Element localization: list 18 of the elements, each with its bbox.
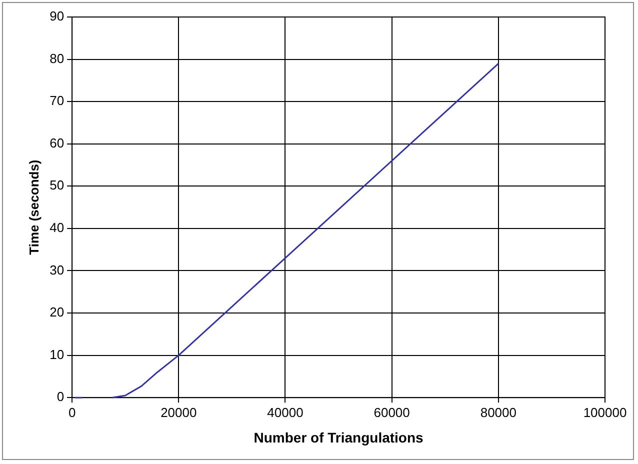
x-tick-label: 60000 bbox=[374, 404, 410, 420]
y-tick-label: 90 bbox=[50, 8, 64, 24]
y-tick-label: 60 bbox=[50, 135, 64, 150]
y-tick-label: 20 bbox=[50, 304, 64, 320]
y-tick-label: 80 bbox=[50, 50, 64, 66]
y-tick-label: 10 bbox=[50, 346, 64, 362]
y-tick-label: 40 bbox=[50, 220, 64, 236]
x-tick-label: 0 bbox=[68, 404, 76, 420]
y-tick-label: 0 bbox=[56, 389, 64, 404]
y-tick-label: 70 bbox=[50, 93, 64, 108]
x-axis-title: Number of Triangulations bbox=[254, 429, 424, 446]
x-tick-label: 40000 bbox=[267, 404, 304, 420]
y-tick-label: 50 bbox=[50, 178, 64, 193]
x-tick-label: 20000 bbox=[160, 404, 197, 420]
y-axis-title: Time (seconds) bbox=[26, 160, 42, 255]
x-tick-label: 100000 bbox=[583, 404, 627, 420]
x-tick-label: 80000 bbox=[480, 404, 516, 420]
y-tick-label: 30 bbox=[50, 262, 64, 278]
